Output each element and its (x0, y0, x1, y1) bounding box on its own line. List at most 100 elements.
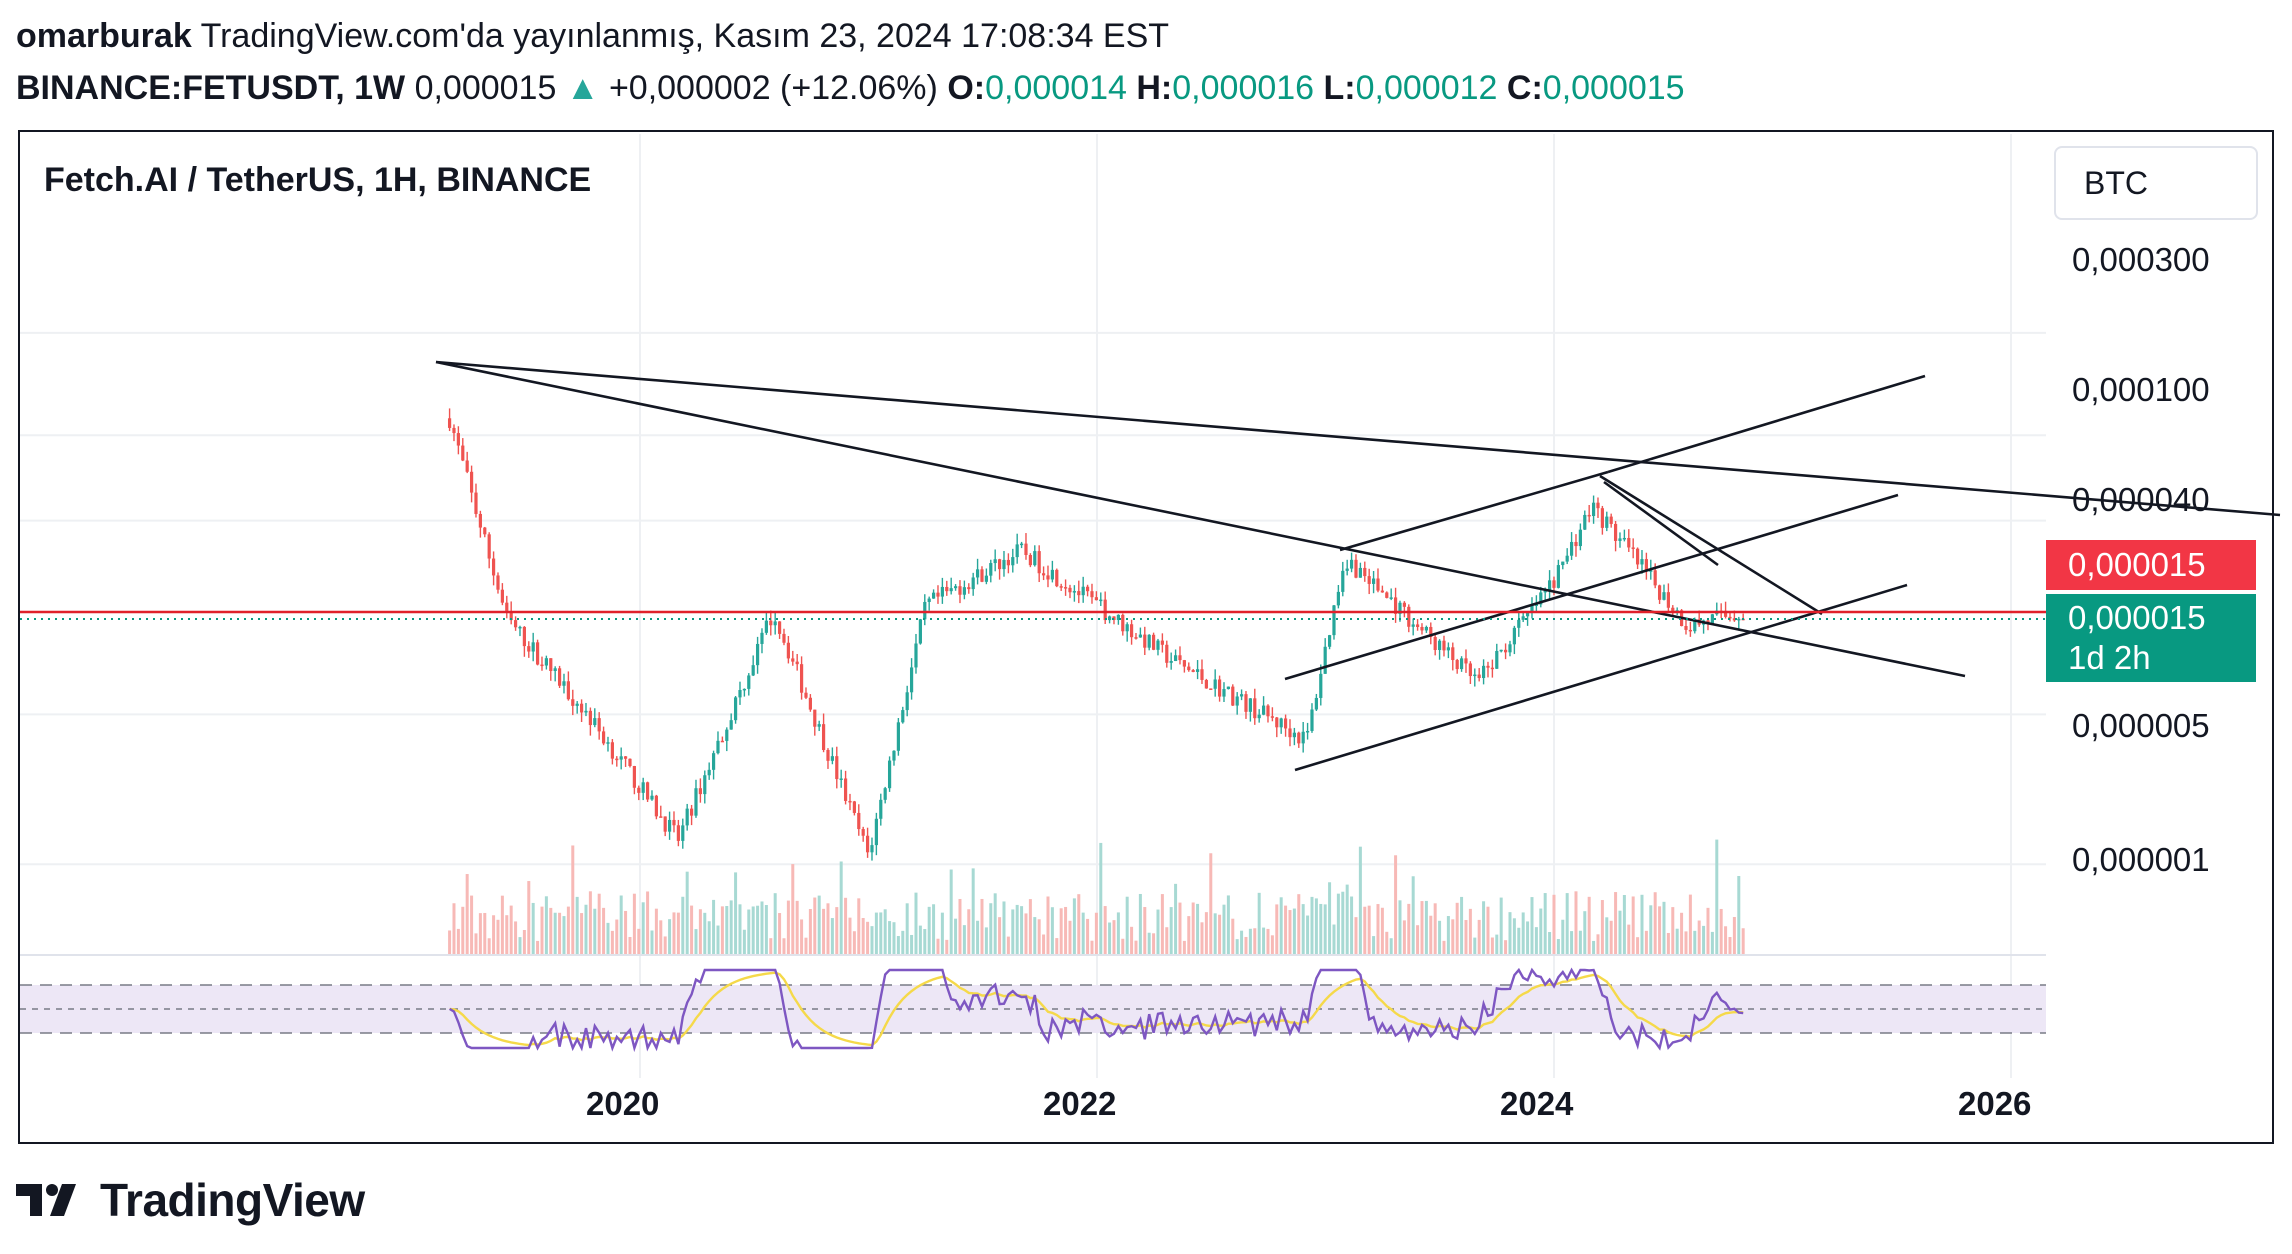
volume-bar (1407, 903, 1411, 955)
candle-body (1649, 570, 1653, 572)
volume-bar (1086, 918, 1090, 955)
candle-body (1310, 709, 1314, 731)
candle-body (1099, 599, 1103, 602)
series-legend: Fetch.AI / TetherUS, 1H, BINANCE (44, 161, 592, 199)
bar-countdown: 1d 2h (2068, 639, 2151, 676)
volume-bar (1719, 908, 1723, 955)
volume-bar (527, 881, 531, 955)
volume-bar (1658, 906, 1662, 955)
volume-bar (918, 925, 922, 955)
price-tick: 0,000100 (2072, 371, 2210, 408)
volume-bar (1314, 898, 1318, 955)
volume-bar (1504, 940, 1508, 955)
rsi-line (448, 967, 1744, 1053)
candle-body (557, 668, 562, 686)
volume-bar (540, 906, 544, 955)
candle-body (478, 513, 482, 528)
volume-bar (1187, 916, 1191, 955)
volume-bar (839, 861, 843, 955)
candle-body (857, 812, 861, 830)
volume-bar (932, 904, 936, 955)
volume-bar (707, 921, 711, 955)
volume-bar (1169, 907, 1173, 955)
candle-body (619, 756, 623, 760)
candle-body (782, 633, 786, 643)
candle-body (1178, 655, 1182, 661)
candle-body (1129, 624, 1134, 638)
volume-bar (1455, 902, 1459, 955)
volume-bar (456, 928, 460, 955)
candle-body (1622, 537, 1626, 540)
candle-body (685, 808, 689, 826)
candle-body (628, 758, 632, 767)
volume-bar (492, 915, 496, 955)
volume-bar (1204, 912, 1208, 955)
candle-body (1464, 658, 1468, 664)
candle-body (698, 788, 702, 795)
candle-body (601, 731, 606, 744)
volume-bar (1636, 937, 1640, 955)
candle-body (1512, 627, 1516, 645)
volume-bar (1671, 907, 1675, 955)
candle-body (1248, 698, 1252, 712)
volume-bar (632, 893, 636, 955)
candle-body (1367, 576, 1371, 584)
volume-bar (1235, 939, 1239, 955)
volume-bar (1033, 917, 1037, 955)
volume-bar (1064, 906, 1068, 955)
candle-body (1024, 543, 1028, 556)
volume-bar (764, 905, 768, 955)
volume-bar (1583, 911, 1587, 955)
currency-toggle-button[interactable]: BTC (2054, 146, 2258, 220)
candle-body (786, 642, 790, 659)
volume-bar (1473, 937, 1477, 955)
candle-body (689, 808, 694, 816)
tradingview-brand[interactable]: TradingView (16, 1170, 365, 1230)
volume-bar (1394, 855, 1398, 955)
candle-body (1600, 508, 1604, 528)
volume-bar (861, 918, 865, 955)
candle-body (1609, 516, 1613, 524)
volume-bar (1042, 934, 1046, 955)
candle-body (1305, 730, 1310, 733)
candle-body (1429, 626, 1433, 638)
volume-bar (866, 921, 870, 955)
volume-bar (478, 913, 482, 955)
volume-bar (597, 893, 601, 955)
volume-bar (874, 912, 878, 955)
candle-body (751, 665, 755, 676)
candle-body (1191, 670, 1195, 672)
candle-body (1433, 637, 1437, 651)
candle-body (1732, 618, 1736, 621)
candle-body (931, 592, 936, 599)
volume-bar (1354, 917, 1358, 955)
volume-bar (813, 897, 817, 955)
candle-body (650, 795, 654, 800)
volume-bar (544, 896, 548, 955)
candle-body (1187, 666, 1191, 671)
volume-bar (1275, 904, 1279, 955)
candle-body (1244, 694, 1248, 712)
volume-bar (536, 940, 540, 955)
price-tick: 0,000040 (2072, 481, 2210, 518)
volume-bar (1715, 839, 1719, 955)
volume-bar (826, 903, 830, 955)
candle-body (1468, 663, 1472, 677)
author-name[interactable]: omarburak (16, 17, 192, 55)
volume-bar (1006, 936, 1010, 955)
price-tick: 0,000300 (2072, 241, 2210, 278)
candle-body (1332, 605, 1336, 636)
volume-bar (659, 920, 663, 955)
candle-body (813, 709, 817, 727)
candle-body (817, 724, 821, 727)
volume-bar (910, 934, 914, 955)
volume-bar (1728, 937, 1732, 955)
volume-bar (734, 872, 738, 955)
candle-body (1239, 694, 1244, 697)
trendline (1607, 374, 1926, 474)
volume-bar (830, 918, 834, 955)
candle-body (588, 710, 592, 726)
candle-body (1640, 559, 1644, 565)
volume-bar (1143, 907, 1147, 955)
